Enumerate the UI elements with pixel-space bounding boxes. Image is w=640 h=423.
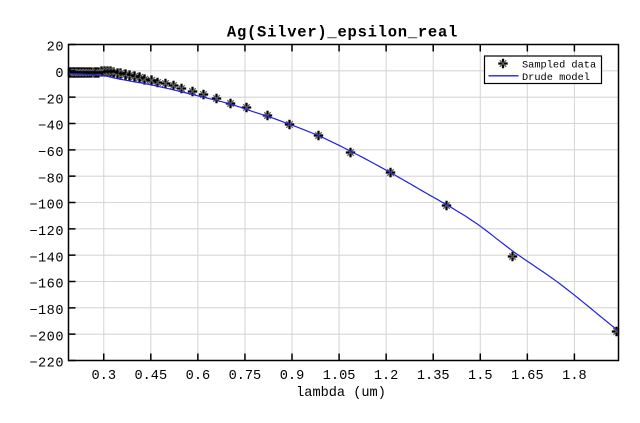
svg-text:0.75: 0.75 [229,369,262,384]
svg-text:−60: −60 [38,146,64,161]
svg-text:−20: −20 [38,93,64,108]
svg-text:−40: −40 [38,120,64,135]
svg-text:−200: −200 [29,330,64,345]
svg-text:−120: −120 [29,225,64,240]
svg-text:1.65: 1.65 [511,369,544,384]
svg-text:0.3: 0.3 [92,369,116,384]
svg-text:0.6: 0.6 [186,369,210,384]
svg-text:−220: −220 [29,357,64,372]
svg-text:0.45: 0.45 [134,369,167,384]
svg-text:20: 20 [47,41,64,56]
svg-text:−100: −100 [29,199,64,214]
svg-text:1.35: 1.35 [417,369,450,384]
svg-text:1.05: 1.05 [323,369,356,384]
svg-text:0.9: 0.9 [280,369,304,384]
svg-text:1.5: 1.5 [468,369,492,384]
svg-text:Drude model: Drude model [522,72,590,84]
svg-text:−80: −80 [38,172,64,187]
svg-text:−140: −140 [29,251,64,266]
svg-text:1.2: 1.2 [374,369,398,384]
svg-text:−180: −180 [29,304,64,319]
svg-text:Ag(Silver)_epsilon_real: Ag(Silver)_epsilon_real [227,24,458,42]
svg-text:Sampled data: Sampled data [522,60,596,72]
svg-text:0: 0 [55,67,64,82]
svg-text:1.8: 1.8 [562,369,586,384]
svg-text:lambda (um): lambda (um) [296,386,386,401]
svg-text:−160: −160 [29,278,64,293]
